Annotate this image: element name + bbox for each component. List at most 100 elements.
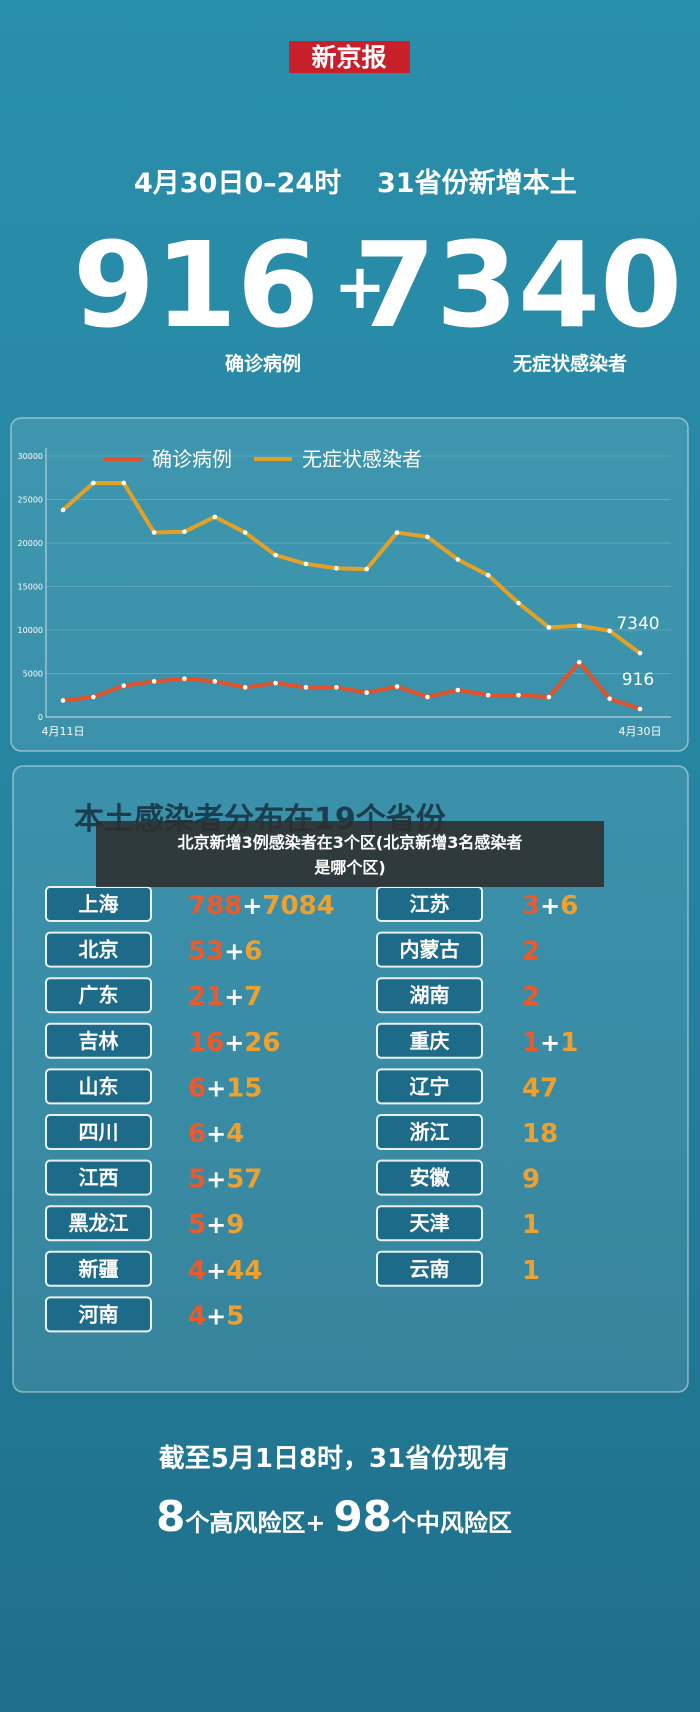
y-tick-label: 25000 — [18, 496, 43, 505]
y-tick-label: 30000 — [18, 452, 43, 461]
confirmed-value: 2 — [522, 937, 540, 967]
point — [425, 694, 430, 700]
hero-plus: + — [334, 250, 386, 323]
confirmed-value: 788 — [188, 891, 242, 921]
point — [334, 685, 339, 690]
asymptomatic-value: 4 — [226, 1119, 244, 1149]
confirmed-value: 4 — [188, 1301, 206, 1331]
hero-scope: 31省份新增本土 — [377, 167, 577, 199]
province-name: 山东 — [79, 1074, 119, 1098]
province-box — [376, 1159, 483, 1196]
province-values: 53+6 — [188, 937, 262, 967]
banner-text: 北京新增3例感染者在3个区(北京新增3名感染者是哪个区) — [178, 833, 523, 877]
province-name: 江苏 — [410, 892, 450, 916]
point — [364, 566, 369, 572]
point — [455, 557, 461, 562]
point — [394, 684, 400, 689]
province-box — [45, 1022, 152, 1059]
plus: + — [224, 1029, 244, 1057]
province-name: 浙江 — [410, 1120, 450, 1144]
point — [121, 683, 127, 688]
province-box — [45, 1250, 152, 1287]
point — [212, 679, 218, 684]
point — [516, 692, 521, 698]
asymptomatic-value: 1 — [522, 1256, 540, 1286]
high-text: 个高风险区 — [185, 1509, 305, 1537]
province-name: 重庆 — [410, 1029, 450, 1053]
point — [273, 680, 278, 686]
point — [455, 687, 461, 693]
point — [182, 676, 187, 682]
plus: + — [224, 938, 244, 966]
y-tick-label: 5000 — [23, 670, 43, 679]
confirmed-value: 6 — [188, 1073, 206, 1103]
asymptomatic-value: 6 — [244, 937, 262, 967]
hero-label: 确诊病例 — [225, 352, 301, 375]
province-values: 47 — [522, 1073, 558, 1103]
province-box — [376, 1022, 483, 1059]
asymptomatic-value: 9 — [226, 1210, 244, 1240]
point — [607, 696, 612, 702]
province-box — [376, 1068, 483, 1105]
province-box — [45, 977, 152, 1014]
hero-asymptomatic: 7340 — [354, 216, 682, 354]
province-name: 湖南 — [410, 983, 450, 1007]
province-values: 16+26 — [188, 1028, 280, 1058]
point — [516, 600, 521, 606]
plus: + — [206, 1166, 226, 1194]
province-values: 6+15 — [188, 1073, 262, 1103]
asymptomatic-value: 47 — [522, 1073, 558, 1103]
province-name: 吉林 — [79, 1029, 119, 1053]
mid-text: 个中风险区 — [392, 1509, 512, 1537]
province-name: 黑龙江 — [69, 1211, 129, 1235]
confirmed-value: 4 — [188, 1256, 206, 1286]
point — [151, 530, 157, 535]
x-tick-label: 4月30日 — [619, 725, 662, 738]
plus: + — [242, 892, 262, 920]
province-name: 辽宁 — [410, 1074, 450, 1098]
point — [273, 552, 278, 558]
data-label: 916 — [622, 670, 654, 690]
province-name: 北京 — [79, 938, 119, 962]
province-box — [376, 977, 483, 1014]
series-line — [62, 660, 641, 711]
plus: + — [206, 1074, 226, 1102]
footer-risk: 8个高风险区+ 98个中风险区 — [156, 1492, 512, 1541]
y-tick-label: 0 — [38, 713, 43, 722]
point — [151, 679, 157, 684]
asymptomatic-value: 15 — [226, 1073, 262, 1103]
province-values: 2 — [522, 937, 540, 967]
plus: + — [305, 1509, 325, 1537]
logo: 新京报 — [311, 43, 386, 72]
province-values: 18 — [522, 1119, 558, 1149]
logo-box — [289, 41, 410, 73]
point — [91, 480, 96, 486]
province-box — [45, 931, 152, 968]
legend-label: 确诊病例 — [152, 447, 232, 471]
province-name: 云南 — [410, 1257, 450, 1281]
point — [485, 572, 491, 578]
province-name: 新疆 — [79, 1257, 119, 1281]
high-count: 8 — [156, 1492, 185, 1541]
asymptomatic-value: 5 — [226, 1301, 244, 1331]
province-values: 1 — [522, 1256, 540, 1286]
asymptomatic-value: 44 — [226, 1256, 262, 1286]
province-values: 9 — [522, 1165, 540, 1195]
confirmed-value: 2 — [522, 982, 540, 1012]
plus: + — [206, 1302, 226, 1330]
point — [182, 529, 187, 534]
point — [303, 561, 309, 567]
point — [576, 659, 582, 665]
plus: + — [224, 983, 244, 1011]
province-box — [376, 1205, 483, 1242]
plus: + — [206, 1120, 226, 1148]
asymptomatic-value: 57 — [226, 1165, 262, 1195]
y-tick-label: 20000 — [18, 539, 43, 548]
point — [242, 685, 248, 690]
confirmed-value: 3 — [522, 891, 540, 921]
point — [637, 706, 643, 712]
y-tick-label: 15000 — [18, 583, 43, 592]
hero-label: 无症状感染者 — [513, 352, 627, 375]
chart: 0 5000 10000 15000 20000 25000 30000 4月11日 4月30日… — [18, 447, 671, 738]
